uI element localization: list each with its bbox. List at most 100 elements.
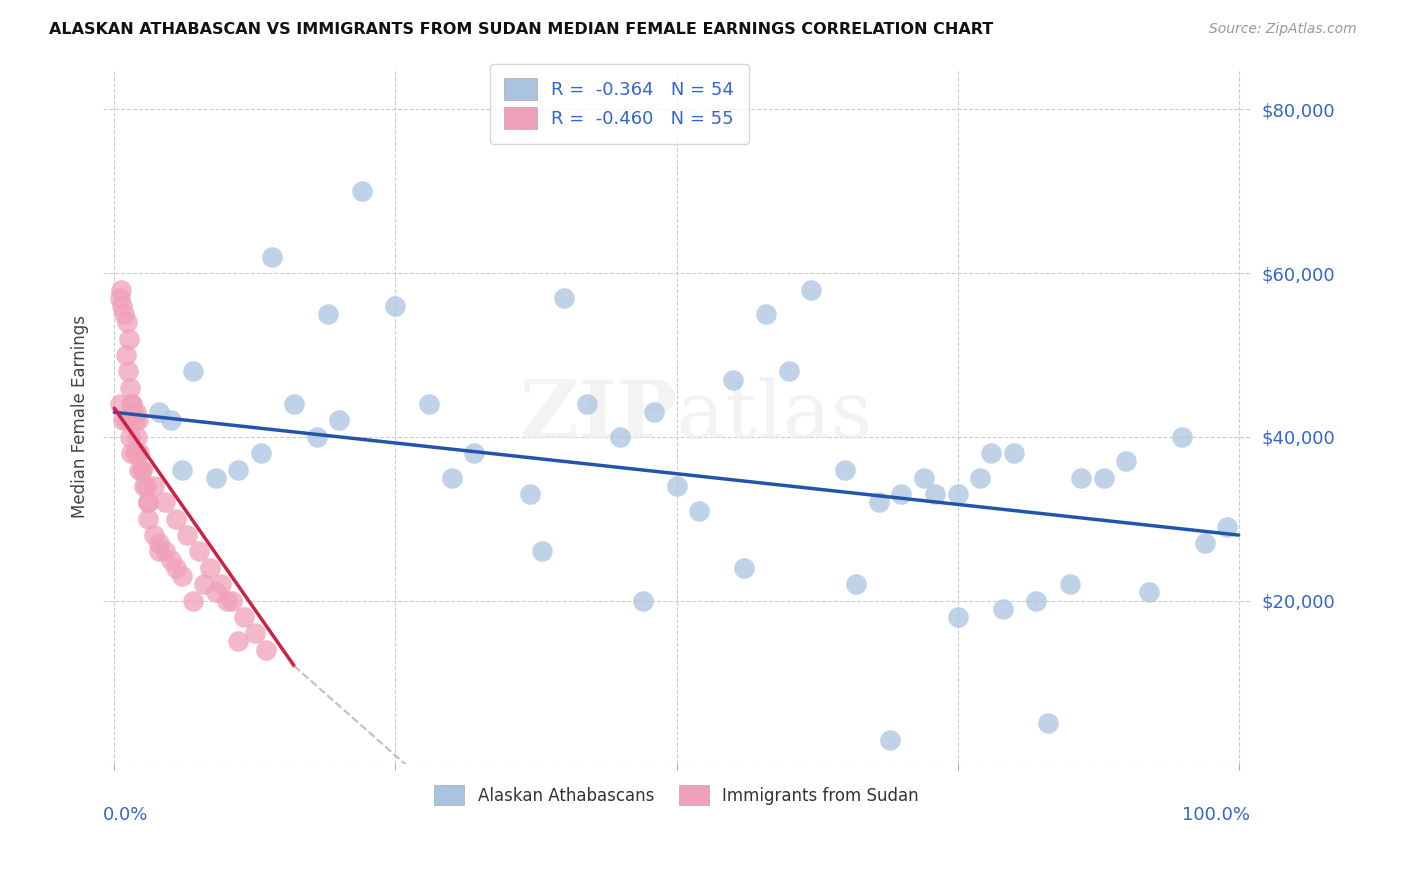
- Point: [980, 446, 1002, 460]
- Point: [530, 544, 553, 558]
- Point: [108, 397, 131, 411]
- Point: [1115, 454, 1137, 468]
- Point: [553, 291, 575, 305]
- Point: [946, 487, 969, 501]
- Point: [665, 479, 688, 493]
- Point: [112, 413, 135, 427]
- Point: [165, 561, 187, 575]
- Text: ZIP: ZIP: [519, 377, 676, 456]
- Point: [136, 495, 159, 509]
- Point: [316, 307, 339, 321]
- Point: [305, 430, 328, 444]
- Point: [176, 528, 198, 542]
- Point: [1036, 716, 1059, 731]
- Point: [1216, 520, 1239, 534]
- Point: [260, 250, 283, 264]
- Point: [643, 405, 665, 419]
- Y-axis label: Median Female Earnings: Median Female Earnings: [72, 315, 89, 518]
- Point: [249, 446, 271, 460]
- Point: [114, 307, 136, 321]
- Point: [187, 544, 209, 558]
- Point: [575, 397, 598, 411]
- Text: Source: ZipAtlas.com: Source: ZipAtlas.com: [1209, 22, 1357, 37]
- Point: [124, 446, 146, 460]
- Point: [111, 299, 134, 313]
- Point: [108, 291, 131, 305]
- Point: [136, 512, 159, 526]
- Point: [142, 479, 165, 493]
- Point: [122, 405, 145, 419]
- Point: [631, 593, 654, 607]
- Point: [243, 626, 266, 640]
- Point: [221, 593, 243, 607]
- Point: [170, 569, 193, 583]
- Text: ALASKAN ATHABASCAN VS IMMIGRANTS FROM SUDAN MEDIAN FEMALE EARNINGS CORRELATION C: ALASKAN ATHABASCAN VS IMMIGRANTS FROM SU…: [49, 22, 994, 37]
- Point: [125, 430, 148, 444]
- Point: [688, 503, 710, 517]
- Point: [778, 364, 800, 378]
- Point: [1070, 471, 1092, 485]
- Point: [128, 462, 150, 476]
- Point: [1025, 593, 1047, 607]
- Point: [198, 561, 221, 575]
- Point: [128, 446, 150, 460]
- Point: [110, 283, 132, 297]
- Point: [440, 471, 463, 485]
- Point: [209, 577, 232, 591]
- Point: [609, 430, 631, 444]
- Point: [733, 561, 755, 575]
- Text: 0.0%: 0.0%: [103, 806, 149, 824]
- Point: [1002, 446, 1025, 460]
- Point: [890, 487, 912, 501]
- Point: [969, 471, 991, 485]
- Point: [165, 512, 187, 526]
- Point: [120, 446, 142, 460]
- Point: [181, 593, 204, 607]
- Point: [136, 495, 159, 509]
- Point: [1194, 536, 1216, 550]
- Point: [226, 634, 249, 648]
- Point: [131, 462, 153, 476]
- Point: [254, 642, 277, 657]
- Point: [328, 413, 350, 427]
- Point: [131, 462, 153, 476]
- Point: [1092, 471, 1115, 485]
- Point: [114, 413, 136, 427]
- Point: [384, 299, 406, 313]
- Point: [215, 593, 238, 607]
- Point: [232, 610, 254, 624]
- Point: [121, 397, 143, 411]
- Point: [159, 413, 181, 427]
- Point: [755, 307, 778, 321]
- Point: [924, 487, 946, 501]
- Point: [1171, 430, 1194, 444]
- Point: [148, 536, 170, 550]
- Point: [912, 471, 935, 485]
- Point: [193, 577, 215, 591]
- Legend: Alaskan Athabascans, Immigrants from Sudan: Alaskan Athabascans, Immigrants from Sud…: [420, 772, 932, 819]
- Point: [418, 397, 440, 411]
- Point: [1137, 585, 1160, 599]
- Point: [350, 184, 373, 198]
- Point: [135, 479, 157, 493]
- Point: [170, 462, 193, 476]
- Point: [283, 397, 305, 411]
- Point: [1059, 577, 1081, 591]
- Point: [142, 528, 165, 542]
- Point: [181, 364, 204, 378]
- Point: [148, 544, 170, 558]
- Text: 100.0%: 100.0%: [1182, 806, 1250, 824]
- Point: [114, 348, 136, 362]
- Point: [868, 495, 890, 509]
- Point: [519, 487, 541, 501]
- Point: [845, 577, 868, 591]
- Point: [153, 495, 176, 509]
- Point: [125, 446, 148, 460]
- Point: [148, 405, 170, 419]
- Point: [721, 373, 744, 387]
- Point: [120, 397, 142, 411]
- Point: [463, 446, 485, 460]
- Point: [118, 332, 141, 346]
- Point: [204, 585, 226, 599]
- Point: [127, 413, 149, 427]
